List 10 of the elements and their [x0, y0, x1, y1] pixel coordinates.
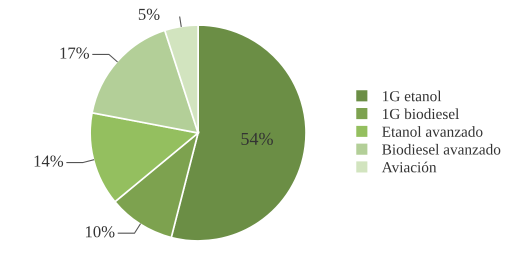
legend-label: 1G biodiesel: [383, 108, 460, 120]
legend-label: Biodiesel avanzado: [382, 144, 500, 155]
data-label: 5%: [138, 8, 160, 20]
data-label: 10%: [86, 226, 114, 238]
data-label: 54%: [241, 132, 273, 146]
legend-label: Etanol avanzado: [382, 126, 482, 137]
data-label: 14%: [34, 155, 64, 167]
data-label: 17%: [60, 47, 90, 59]
legend-label: 1G etanol: [383, 90, 442, 102]
legend-label: Aviación: [382, 162, 436, 172]
